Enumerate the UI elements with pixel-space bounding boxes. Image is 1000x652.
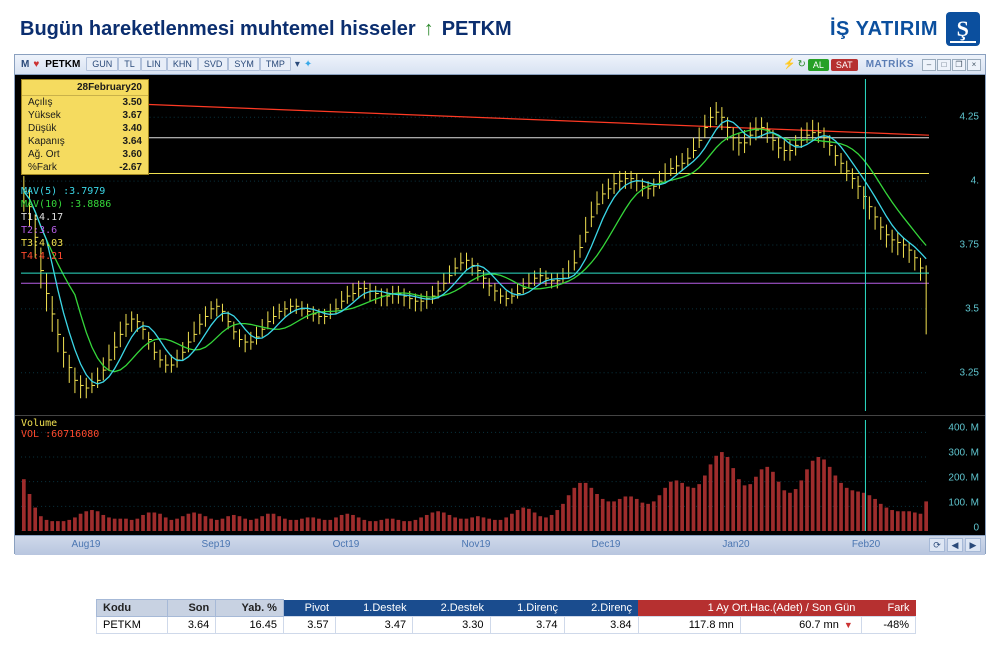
col-yab: Yab. % — [216, 600, 284, 617]
x-tick: Nov19 — [462, 539, 491, 550]
close-icon[interactable]: × — [967, 59, 981, 71]
indicator-legend: MAV(5) :3.7979MAV(10) :3.8886T1:4.17T2:3… — [21, 185, 111, 263]
col-1.Direnç: 1.Direnç — [490, 600, 564, 617]
up-arrow-icon: ↑ — [424, 18, 434, 41]
x-tick: Jan20 — [722, 539, 749, 550]
cell-r1: 3.74 — [490, 617, 564, 634]
twitter-icon[interactable]: ✦ — [304, 59, 312, 70]
scroll-refresh-icon[interactable]: ⟳ — [929, 538, 945, 552]
m-icon: M — [19, 59, 31, 70]
price-panel[interactable]: 3.253.53.754.4.25 28February20 Açılış3.5… — [15, 75, 985, 415]
brand: İŞ YATIRIM Ş — [830, 12, 980, 46]
app-brand: MATRİKS — [860, 59, 920, 70]
cell-r2: 3.84 — [564, 617, 638, 634]
dropdown-icon[interactable]: ▾ — [293, 59, 302, 70]
restore-icon[interactable]: ❐ — [952, 59, 966, 71]
al-button[interactable]: AL — [808, 59, 829, 71]
minimize-icon[interactable]: – — [922, 59, 936, 71]
toolbar-btn-khn[interactable]: KHN — [167, 57, 198, 71]
col-son: Son — [168, 600, 216, 617]
toolbar-btn-gun[interactable]: GUN — [86, 57, 118, 71]
toolbar-btn-tmp[interactable]: TMP — [260, 57, 291, 71]
x-tick: Feb20 — [852, 539, 880, 550]
toolbar-btn-tl[interactable]: TL — [118, 57, 141, 71]
title-symbol: PETKM — [442, 18, 512, 41]
volume-y-axis: 0100. M200. M300. M400. M — [929, 416, 985, 535]
col-fark: Fark — [861, 600, 915, 617]
col-Pivot: Pivot — [283, 600, 335, 617]
x-tick: Dec19 — [592, 539, 621, 550]
col-2.Destek: 2.Destek — [413, 600, 490, 617]
brand-logo-icon: Ş — [946, 12, 980, 46]
down-triangle-icon: ▼ — [842, 620, 855, 630]
ohlc-info-box: 28February20 Açılış3.50Yüksek3.67Düşük3.… — [21, 79, 149, 175]
x-tick: Sep19 — [202, 539, 231, 550]
cell-d1: 3.47 — [335, 617, 412, 634]
toolbar-btn-lin[interactable]: LIN — [141, 57, 167, 71]
x-axis: ⟳ ◀ ▶ Aug19 Sep19 Oct19 Nov19 Dec19 Jan20 Feb2… — [15, 535, 985, 555]
col-2.Direnç: 2.Direnç — [564, 600, 638, 617]
cell-d2: 3.30 — [413, 617, 490, 634]
page-title: Bugün hareketlenmesi muhtemel hisseler ↑… — [20, 18, 512, 41]
chart-body: 3.253.53.754.4.25 28February20 Açılış3.5… — [15, 75, 985, 555]
toolbar-btn-svd[interactable]: SVD — [198, 57, 229, 71]
cell-fark: -48% — [861, 617, 915, 634]
ohlc-date: 28February20 — [22, 80, 148, 96]
price-y-axis: 3.253.53.754.4.25 — [929, 75, 985, 415]
cell-hac: 117.8 mn — [638, 617, 740, 634]
title-prefix: Bugün hareketlenmesi muhtemel hisseler — [20, 18, 416, 41]
cell-yab: 16.45 — [216, 617, 284, 634]
maximize-icon[interactable]: □ — [937, 59, 951, 71]
volume-legend: VolumeVOL :60716080 — [21, 418, 99, 440]
cell-son-gun: 60.7 mn ▼ — [740, 617, 861, 634]
scroll-right-icon[interactable]: ▶ — [965, 538, 981, 552]
summary-table: KoduSonYab. %Pivot1.Destek2.Destek1.Dire… — [96, 599, 916, 634]
toolbar-symbol: PETKM — [41, 59, 84, 70]
scroll-left-icon[interactable]: ◀ — [947, 538, 963, 552]
chart-window: M ♥ PETKM GUNTLLINKHNSVDSYMTMP ▾ ✦ ⚡ ↻ A… — [14, 54, 986, 554]
heart-icon[interactable]: ♥ — [33, 59, 39, 70]
cell-kodu: PETKM — [97, 617, 168, 634]
col-hacim: 1 Ay Ort.Hac.(Adet) / Son Gün — [638, 600, 861, 617]
x-tick: Aug19 — [72, 539, 101, 550]
col-1.Destek: 1.Destek — [335, 600, 412, 617]
sat-button[interactable]: SAT — [831, 59, 858, 71]
toolbar-btn-sym[interactable]: SYM — [228, 57, 260, 71]
cell-pivot: 3.57 — [283, 617, 335, 634]
volume-panel[interactable]: 0100. M200. M300. M400. M VolumeVOL :607… — [15, 415, 985, 535]
x-tick: Oct19 — [333, 539, 360, 550]
cell-son: 3.64 — [168, 617, 216, 634]
brand-text: İŞ YATIRIM — [830, 18, 938, 41]
col-kodu: Kodu — [97, 600, 168, 617]
refresh-icon[interactable]: ↻ — [797, 59, 805, 70]
bolt-icon[interactable]: ⚡ — [783, 59, 795, 70]
chart-toolbar: M ♥ PETKM GUNTLLINKHNSVDSYMTMP ▾ ✦ ⚡ ↻ A… — [15, 55, 985, 75]
